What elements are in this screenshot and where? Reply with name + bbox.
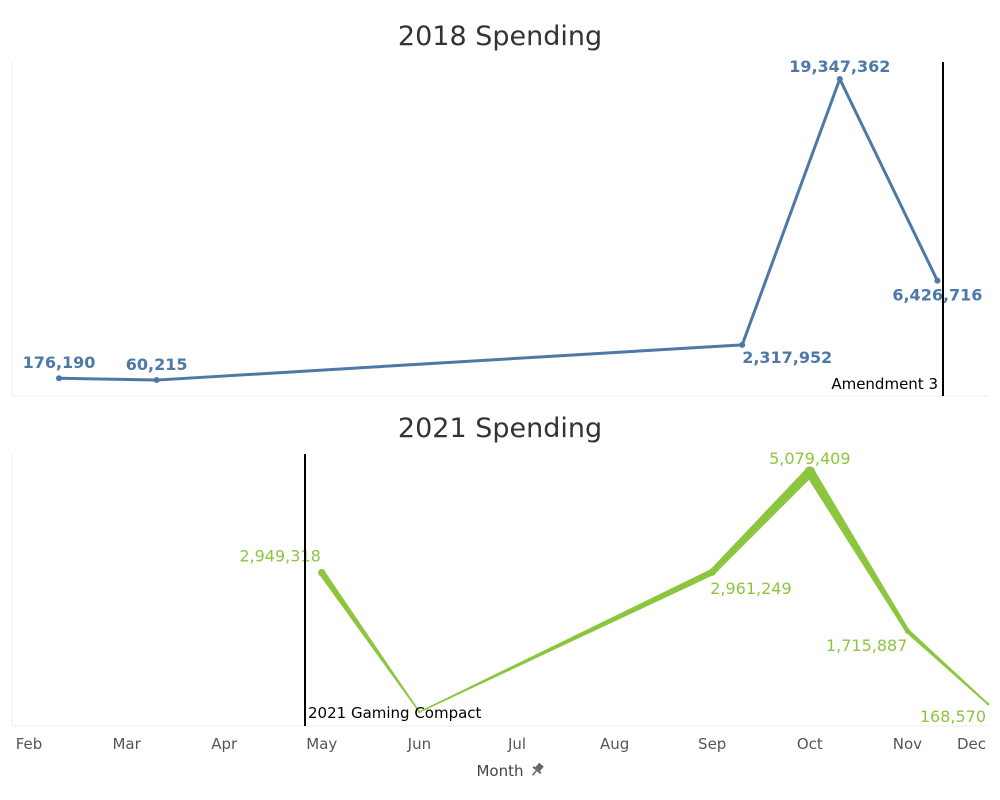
data-label-2018-feb: 176,190 xyxy=(23,353,96,372)
data-point-2021-may[interactable] xyxy=(318,568,326,577)
data-point-2021-nov[interactable] xyxy=(904,628,911,634)
data-label-2018-sep: 2,317,952 xyxy=(742,348,832,367)
x-tick-feb: Feb xyxy=(16,735,43,753)
data-label-2021-may: 2,949,318 xyxy=(239,547,320,566)
data-point-2021-oct[interactable] xyxy=(804,466,816,478)
data-label-2018-mar: 60,215 xyxy=(126,355,188,374)
data-point-2021-dec[interactable] xyxy=(986,702,990,706)
x-axis-label: Month xyxy=(476,762,523,780)
series-2021: 2,949,318 2,961,249 5,079,409 1,715,887 168,… xyxy=(239,449,990,726)
pin-icon[interactable] xyxy=(529,761,546,778)
data-label-2021-sep: 2,961,249 xyxy=(710,579,791,598)
x-tick-jul: Jul xyxy=(507,735,526,753)
x-tick-mar: Mar xyxy=(112,735,141,753)
data-point-2018-nov[interactable] xyxy=(934,277,941,284)
chart-title-2018: 2018 Spending xyxy=(398,21,602,52)
reference-label-amendment-3: Amendment 3 xyxy=(831,375,938,393)
series-segment-2021-0 xyxy=(319,570,421,713)
series-segment-2021-4 xyxy=(905,629,989,705)
data-point-2018-oct[interactable] xyxy=(836,76,843,82)
chart-title-2021: 2021 Spending xyxy=(398,413,602,444)
data-point-2018-sep[interactable] xyxy=(739,341,746,348)
data-label-2018-nov: 6,426,716 xyxy=(892,286,982,305)
x-axis-ticks: Feb Mar Apr May Jun Jul Aug Sep Oct Nov Dec xyxy=(16,735,986,753)
reference-label-gaming-compact: 2021 Gaming Compact xyxy=(308,704,482,722)
x-tick-jun: Jun xyxy=(407,735,431,753)
data-label-2021-oct: 5,079,409 xyxy=(769,449,850,468)
x-tick-nov: Nov xyxy=(893,735,922,753)
x-tick-sep: Sep xyxy=(698,735,726,753)
series-line-2018 xyxy=(58,77,939,382)
series-segment-2021-3 xyxy=(805,469,910,633)
x-tick-may: May xyxy=(306,735,337,753)
x-tick-dec: Dec xyxy=(957,735,986,753)
series-segment-2021-2 xyxy=(709,468,814,575)
data-label-2018-oct: 19,347,362 xyxy=(789,57,890,76)
data-label-2021-nov: 1,715,887 xyxy=(826,636,907,655)
series-2018: 176,190 60,215 2,317,952 19,347,362 6,426,71… xyxy=(23,57,982,396)
data-point-2018-mar[interactable] xyxy=(153,377,160,384)
data-label-2021-dec: 168,570 xyxy=(920,707,986,726)
data-point-2021-sep[interactable] xyxy=(708,568,716,576)
x-tick-aug: Aug xyxy=(600,735,629,753)
x-tick-apr: Apr xyxy=(211,735,238,753)
series-segment-2021-1 xyxy=(419,569,714,713)
data-point-2021-jun[interactable] xyxy=(418,710,421,714)
data-point-2018-feb[interactable] xyxy=(56,375,62,382)
x-tick-oct: Oct xyxy=(797,735,823,753)
